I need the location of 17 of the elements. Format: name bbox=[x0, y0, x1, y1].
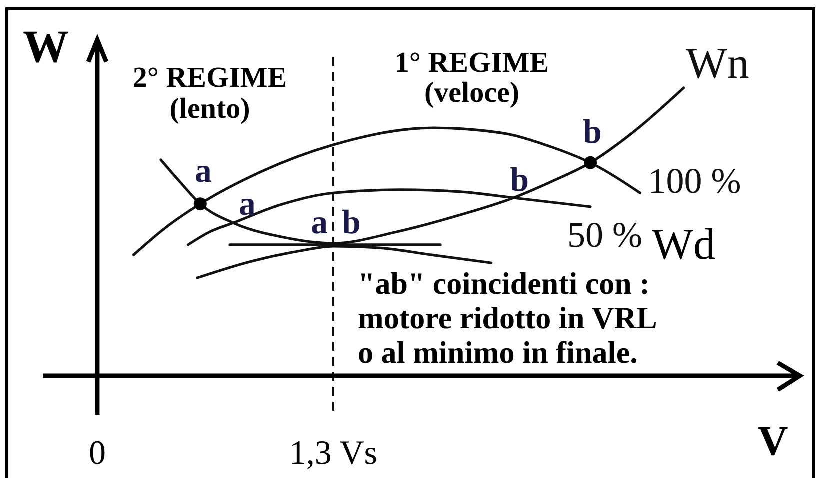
x-axis-title: V bbox=[758, 419, 788, 465]
annotation: 2° REGIME (lento) bbox=[132, 62, 288, 125]
annotation: a bbox=[238, 186, 256, 224]
annotation: 1° REGIME (veloce) bbox=[394, 47, 550, 109]
series-label: 100 % bbox=[648, 161, 742, 202]
series-label: 50 % bbox=[568, 214, 643, 255]
annotation: a bbox=[310, 204, 328, 242]
y-axis-title: W bbox=[23, 21, 69, 72]
x-tick-label: 1,3 Vs bbox=[289, 435, 378, 472]
annotation: b bbox=[510, 162, 529, 200]
annotation: Wd bbox=[652, 220, 716, 269]
annotation: "ab" coincidenti con : motore ridotto in VRL o al minimo in finale. bbox=[358, 266, 658, 370]
annotation: b bbox=[342, 204, 361, 242]
series-label: Wn bbox=[686, 39, 750, 88]
x-tick-label: 0 bbox=[88, 435, 106, 472]
annotation: a bbox=[194, 153, 212, 190]
annotation: b bbox=[583, 114, 602, 151]
